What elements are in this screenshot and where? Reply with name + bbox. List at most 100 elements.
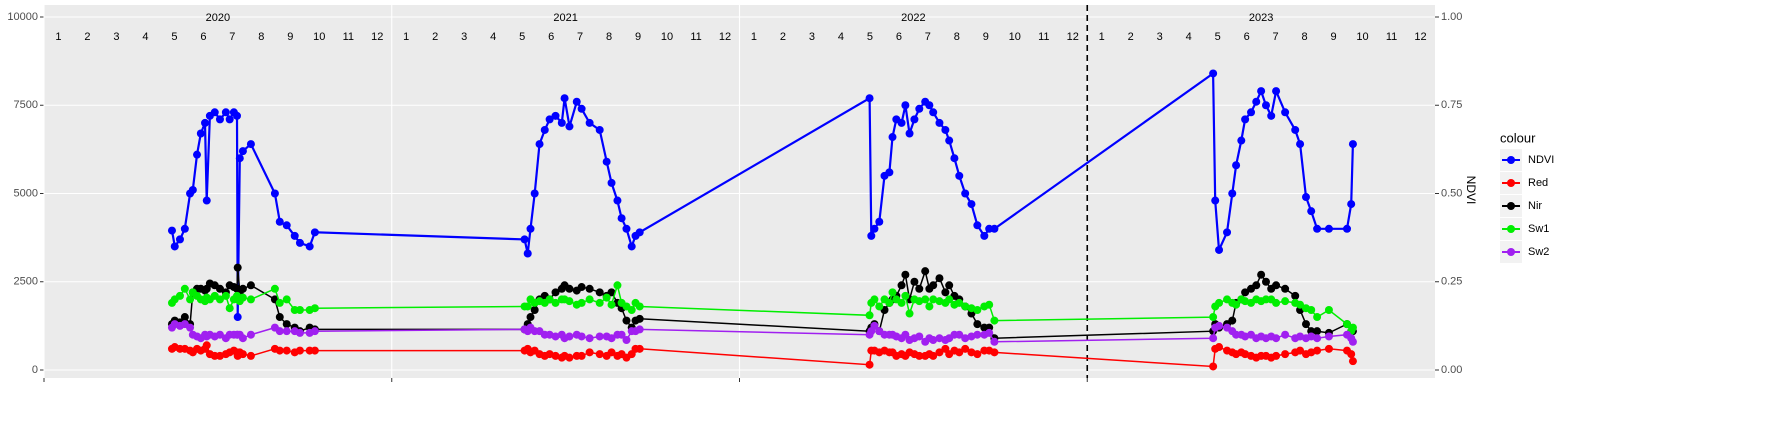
month-label: 9: [983, 31, 989, 43]
data-point: [961, 189, 970, 198]
data-point: [310, 304, 319, 313]
data-point: [1324, 332, 1333, 341]
data-point: [1241, 115, 1250, 124]
data-point: [180, 284, 189, 293]
data-point: [921, 295, 930, 304]
data-point: [921, 267, 930, 276]
data-point: [915, 351, 924, 360]
legend-label: Sw2: [1528, 246, 1549, 258]
data-point: [595, 288, 604, 297]
data-point: [613, 281, 622, 290]
month-label: 5: [867, 31, 873, 43]
y-tick-label: 0: [32, 364, 38, 376]
month-label: 7: [577, 31, 583, 43]
data-point: [565, 122, 574, 131]
data-point: [526, 224, 535, 233]
y2-tick-label: 0.25: [1441, 276, 1462, 288]
legend-title: colour: [1500, 130, 1536, 145]
data-point: [1348, 337, 1357, 346]
data-point: [523, 302, 532, 311]
data-point: [607, 300, 616, 309]
data-point: [973, 330, 982, 339]
legend-dot: [1507, 156, 1515, 164]
month-label: 11: [1386, 31, 1397, 43]
data-point: [595, 125, 604, 134]
series: [167, 281, 1357, 336]
month-label: 5: [1215, 31, 1221, 43]
data-point: [885, 168, 894, 177]
data-point: [1228, 189, 1237, 198]
y2-tick-label: 0.50: [1441, 187, 1462, 199]
data-point: [967, 200, 976, 209]
data-point: [888, 133, 897, 142]
month-label: 9: [1331, 31, 1337, 43]
data-point: [551, 298, 560, 307]
data-point: [585, 334, 594, 343]
data-point: [870, 224, 879, 233]
data-point: [577, 351, 586, 360]
data-point: [175, 291, 184, 300]
data-point: [1313, 313, 1322, 322]
data-point: [1307, 207, 1316, 216]
data-point: [595, 350, 604, 359]
data-point: [602, 157, 611, 166]
data-point: [523, 249, 532, 258]
data-point: [955, 330, 964, 339]
data-point: [1281, 108, 1290, 117]
data-point: [202, 341, 211, 350]
data-point: [1272, 281, 1281, 290]
y-tick-label: 10000: [7, 11, 38, 23]
month-label: 8: [606, 31, 612, 43]
data-point: [193, 150, 202, 159]
data-point: [565, 353, 574, 362]
data-point: [1307, 305, 1316, 314]
data-point: [622, 224, 631, 233]
month-label: 6: [896, 31, 902, 43]
data-point: [1215, 321, 1224, 330]
data-point: [595, 332, 604, 341]
data-point: [225, 304, 234, 313]
month-label: 11: [690, 31, 701, 43]
data-point: [270, 189, 279, 198]
data-point: [577, 283, 586, 292]
month-label: 1: [55, 31, 61, 43]
data-point: [1241, 288, 1250, 297]
data-point: [929, 281, 938, 290]
data-point: [215, 295, 224, 304]
data-point: [875, 217, 884, 226]
data-point: [888, 288, 897, 297]
data-point: [990, 348, 999, 357]
series: [167, 341, 1357, 371]
data-point: [1313, 346, 1322, 355]
month-label: 11: [1038, 31, 1049, 43]
legend-label: Nir: [1528, 200, 1542, 212]
data-point: [246, 281, 255, 290]
data-point: [282, 221, 291, 230]
data-point: [941, 288, 950, 297]
data-point: [627, 305, 636, 314]
data-point: [910, 277, 919, 286]
data-point: [1281, 284, 1290, 293]
data-point: [282, 346, 291, 355]
data-point: [635, 302, 644, 311]
data-point: [233, 313, 242, 322]
data-point: [202, 196, 211, 205]
data-point: [950, 154, 959, 163]
data-point: [870, 295, 879, 304]
data-point: [1272, 351, 1281, 360]
data-point: [897, 118, 906, 127]
data-point: [275, 327, 284, 336]
data-point: [221, 108, 230, 117]
data-point: [225, 115, 234, 124]
data-point: [635, 314, 644, 323]
data-point: [929, 351, 938, 360]
data-point: [1348, 323, 1357, 332]
data-point: [175, 235, 184, 244]
data-point: [901, 101, 910, 110]
data-point: [973, 305, 982, 314]
month-label: 4: [838, 31, 844, 43]
data-point: [565, 297, 574, 306]
data-point: [1267, 111, 1276, 120]
data-point: [865, 360, 874, 369]
data-point: [282, 327, 291, 336]
